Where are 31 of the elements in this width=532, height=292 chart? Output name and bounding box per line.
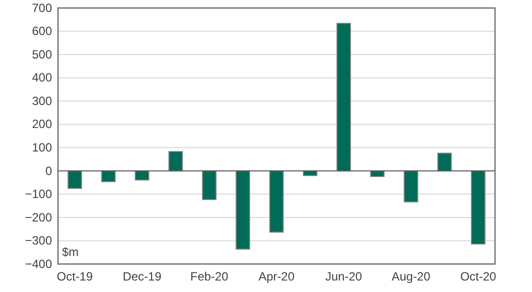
bar bbox=[202, 170, 216, 200]
y-tick-label: 300 bbox=[32, 94, 52, 108]
x-tick-label: Feb-20 bbox=[190, 270, 229, 284]
y-tick-label: 700 bbox=[32, 0, 52, 15]
y-tick-label: 0 bbox=[45, 164, 52, 178]
bar bbox=[404, 170, 418, 202]
x-tick-label: Aug-20 bbox=[392, 270, 431, 284]
y-tick-label: 600 bbox=[32, 24, 52, 38]
bar bbox=[168, 151, 183, 172]
bar bbox=[134, 170, 150, 180]
x-tick-label: Apr-20 bbox=[258, 270, 295, 284]
x-tick-label: Oct-20 bbox=[460, 270, 497, 284]
bar bbox=[236, 170, 250, 250]
bar bbox=[269, 170, 284, 233]
y-axis-title: $m bbox=[62, 245, 79, 259]
bar bbox=[101, 170, 116, 182]
bar bbox=[336, 22, 351, 172]
x-tick-label: Oct-19 bbox=[56, 270, 94, 284]
bar bbox=[437, 152, 452, 172]
x-tick-label: Jun-20 bbox=[325, 270, 362, 284]
y-tick-label: 200 bbox=[32, 117, 52, 132]
y-tick-label: 500 bbox=[32, 47, 52, 62]
bar bbox=[470, 170, 486, 244]
y-tick-label: −100 bbox=[24, 187, 52, 202]
y-tick-label: −400 bbox=[24, 256, 52, 271]
y-tick-label: −300 bbox=[24, 234, 52, 248]
x-tick-label: Dec-19 bbox=[122, 270, 162, 284]
y-tick-label: 400 bbox=[32, 70, 52, 85]
y-tick-label: −200 bbox=[24, 210, 52, 224]
y-tick-label: 100 bbox=[32, 140, 52, 154]
bar bbox=[68, 170, 82, 189]
